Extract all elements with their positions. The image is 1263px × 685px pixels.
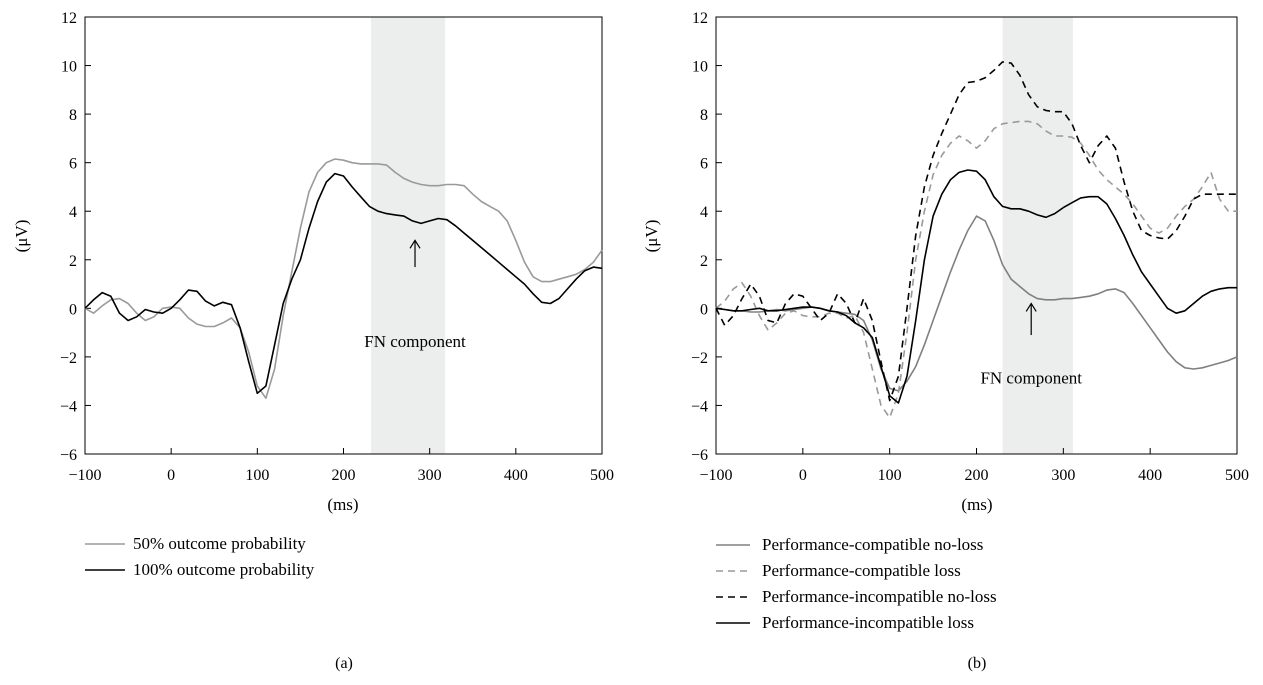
chart-panel-a: −6 −4 −2 0 2 4 6 8 10 12 −100 0 100 200 300 400 500 (μV) (… [12,10,614,672]
series-line-3 [715,61,1237,402]
y-tick-label: 0 [69,301,77,318]
y-tick-label: 0 [700,301,708,318]
legend-label: 100% outcome probability [133,560,315,579]
y-tick-label: −2 [60,350,77,367]
x-tick-label: 100 [878,467,902,484]
x-tick-label: 500 [590,467,614,484]
x-tick-label: 300 [1051,467,1075,484]
y-tick-label: −2 [691,350,708,367]
shaded-region [1002,17,1073,454]
y-tick-label: 8 [700,107,708,124]
x-tick-label: 400 [1138,467,1162,484]
y-tick-label: −6 [60,447,77,464]
x-tick-label: 200 [332,467,356,484]
legend-label: 50% outcome probability [133,534,306,553]
annotation-arrowhead [409,239,421,249]
y-tick-label: −4 [691,398,708,415]
x-tick-label: 0 [167,467,175,484]
x-tick-label: 400 [504,467,528,484]
annotation-label: FN component [364,332,466,351]
y-tick-label: 12 [61,10,77,27]
y-tick-label: 8 [69,107,77,124]
y-tick-label: 2 [69,253,77,270]
y-tick-label: 4 [700,204,708,221]
y-tick-label: −6 [691,447,708,464]
series-line-1 [715,215,1238,392]
shaded-region [371,17,446,454]
x-tick-label: 200 [965,467,989,484]
y-tick-label: 6 [700,156,708,173]
series-line-4 [715,169,1237,404]
x-tick-label: 100 [245,467,269,484]
y-tick-label: 10 [61,59,77,76]
series-line-1 [84,158,603,399]
legend-label: Performance-compatible no-loss [762,535,983,554]
x-axis-label: (ms) [327,495,358,514]
y-tick-label: −4 [60,398,77,415]
y-tick-label: 10 [692,59,708,76]
x-tick-label: −100 [68,467,101,484]
x-tick-label: 500 [1225,467,1249,484]
series-line-2 [715,120,1237,419]
chart-panel-b: −6 −4 −2 0 2 4 6 8 10 12 −100 0 100 200 300 400 500 (μV) (… [642,10,1249,672]
annotation-label: FN component [980,369,1082,388]
annotation-arrowhead [1025,302,1037,312]
panel-label: (b) [968,655,987,672]
series-line-2 [84,172,603,395]
x-tick-label: 0 [799,467,807,484]
y-tick-label: 4 [69,204,77,221]
plot-frame [84,16,603,455]
y-axis-label: (μV) [642,220,661,253]
plot-frame [715,16,1238,455]
y-tick-label: 12 [692,10,708,27]
x-axis-label: (ms) [961,495,992,514]
x-tick-label: −100 [699,467,732,484]
legend-label: Performance-compatible loss [762,561,961,580]
legend-label: Performance-incompatible no-loss [762,587,997,606]
y-tick-label: 2 [700,253,708,270]
y-axis-label: (μV) [12,220,31,253]
panel-label: (a) [335,655,353,672]
y-tick-label: 6 [69,156,77,173]
legend-label: Performance-incompatible loss [762,613,974,632]
x-tick-label: 300 [418,467,442,484]
